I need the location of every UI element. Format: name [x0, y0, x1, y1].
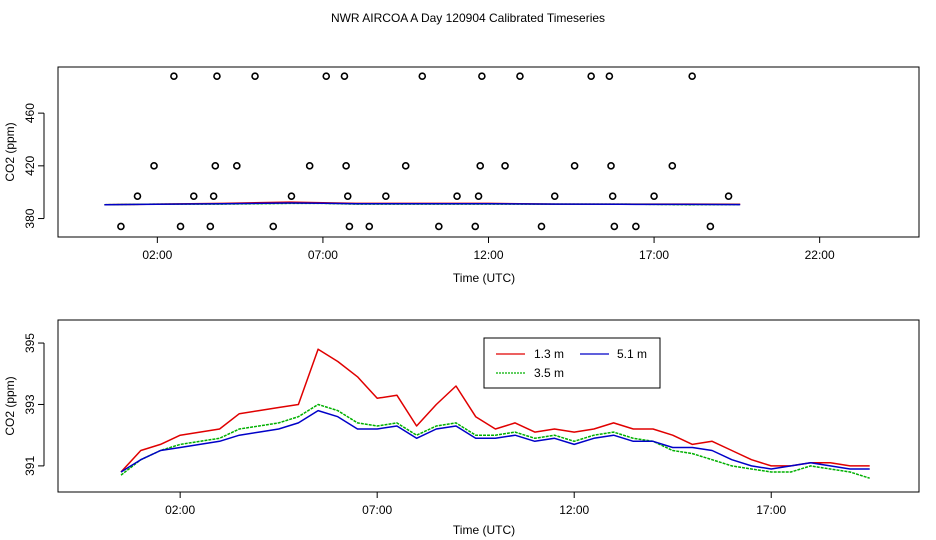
top-points [117, 72, 733, 231]
data-point [345, 222, 354, 231]
data-point [401, 162, 410, 170]
x-tick-label: 17:00 [639, 248, 669, 262]
top-plot-frame [57, 66, 920, 238]
y-tick-label: 380 [23, 208, 37, 228]
data-point [435, 222, 443, 231]
data-point [382, 192, 390, 200]
y-tick-label: 460 [23, 103, 37, 123]
series-line-5-1-m [104, 202, 741, 206]
data-point [650, 192, 658, 200]
data-point [476, 162, 485, 170]
data-point [342, 162, 350, 170]
x-tick-label: 02:00 [165, 503, 195, 517]
data-point [206, 222, 215, 231]
data-point [607, 162, 615, 170]
data-point [251, 72, 259, 81]
data-point [133, 192, 142, 200]
y-tick-label: 393 [23, 394, 37, 414]
data-point [632, 222, 640, 231]
legend-label-3-5m: 3.5 m [534, 366, 564, 380]
data-point [570, 162, 579, 170]
x-tick-label: 02:00 [142, 248, 172, 262]
data-point [305, 162, 314, 170]
data-point [587, 72, 595, 81]
legend-label-5-1m: 5.1 m [617, 347, 647, 361]
data-point [343, 192, 352, 200]
data-point [453, 192, 461, 200]
data-point [724, 192, 733, 200]
data-point [608, 192, 617, 200]
data-point [209, 192, 218, 200]
top-x-axis: 02:00 07:00 12:00 17:00 22:00 [142, 236, 835, 262]
legend-label-1-3m: 1.3 m [534, 347, 564, 361]
data-point [211, 162, 220, 170]
data-point [269, 222, 278, 231]
y-tick-label: 420 [23, 156, 37, 176]
data-point [478, 72, 486, 81]
bottom-x-label: Time (UTC) [453, 523, 515, 537]
top-panel: 380 420 460 02:00 07:00 12:00 17:00 22:00 Time… [3, 66, 920, 285]
data-point [550, 192, 559, 200]
data-point [176, 222, 185, 231]
data-point [117, 222, 125, 231]
data-point [605, 72, 614, 81]
top-series-lines [104, 201, 741, 206]
data-point [668, 162, 677, 170]
data-point [365, 222, 374, 231]
data-point [189, 192, 198, 200]
chart-title: NWR AIRCOA A Day 120904 Calibrated Times… [331, 11, 605, 25]
data-point [474, 192, 483, 200]
x-tick-label: 12:00 [473, 248, 503, 262]
data-point [233, 162, 241, 170]
y-tick-label: 391 [23, 456, 37, 476]
data-point [287, 192, 296, 200]
data-point [471, 222, 480, 231]
series-line-1-3-m [120, 348, 870, 473]
x-tick-label: 07:00 [308, 248, 338, 262]
data-point [610, 222, 619, 231]
x-tick-label: 22:00 [805, 248, 835, 262]
bottom-x-axis: 02:00 07:00 12:00 17:00 [165, 491, 787, 517]
data-point [213, 72, 221, 81]
series-line-3-5-m [120, 403, 870, 479]
data-point [688, 72, 696, 81]
x-tick-label: 07:00 [362, 503, 392, 517]
data-point [706, 222, 715, 231]
bottom-y-axis: 391 393 395 [23, 333, 45, 476]
bottom-y-label: CO2 (ppm) [3, 376, 17, 435]
data-point [322, 72, 331, 81]
data-point [501, 162, 509, 170]
bottom-series-lines [120, 348, 870, 479]
data-point [418, 72, 427, 81]
legend-box [483, 337, 661, 389]
top-y-axis: 380 420 460 [23, 103, 45, 229]
data-point [170, 72, 178, 81]
top-x-label: Time (UTC) [453, 271, 515, 285]
data-point [150, 162, 158, 170]
series-line-5-1-m [120, 409, 870, 473]
data-point [340, 72, 349, 81]
x-tick-label: 12:00 [559, 503, 589, 517]
top-y-label: CO2 (ppm) [3, 122, 17, 181]
bottom-panel: 391 393 395 02:00 07:00 12:00 17:00 Time (UTC… [3, 319, 920, 537]
data-point [537, 222, 546, 231]
data-point [516, 72, 524, 81]
x-tick-label: 17:00 [756, 503, 786, 517]
legend: 1.3 m 5.1 m 3.5 m [483, 337, 661, 389]
y-tick-label: 395 [23, 333, 37, 353]
